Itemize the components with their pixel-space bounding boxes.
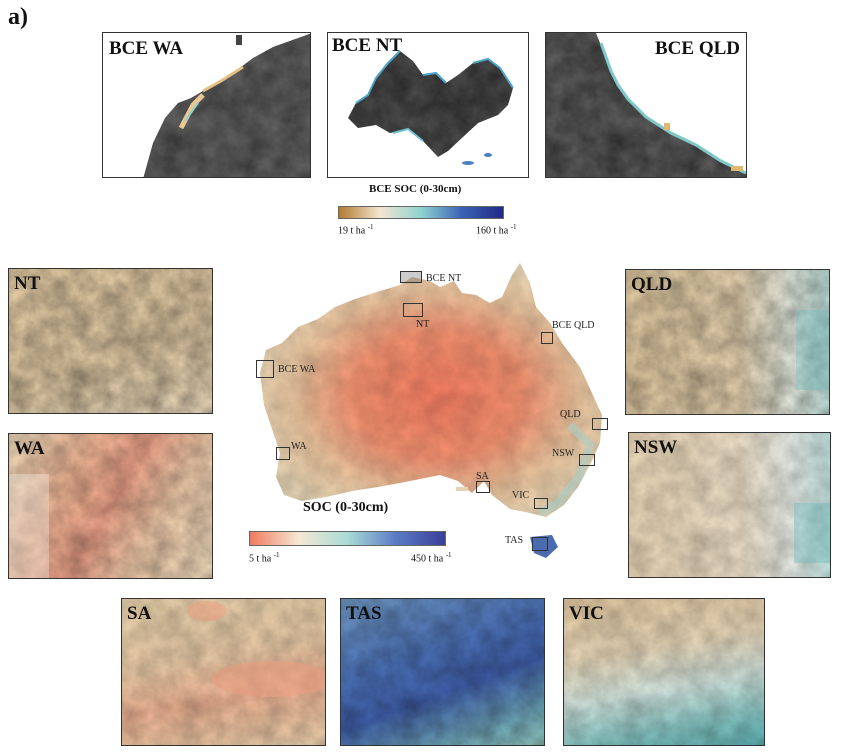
panel-label: SA bbox=[127, 603, 152, 624]
bce-wa-panel: BCE WA bbox=[102, 32, 311, 178]
box-bce-qld bbox=[541, 332, 553, 344]
tas-panel: TAS bbox=[340, 598, 545, 746]
box-vic bbox=[534, 498, 548, 509]
tas-terrain bbox=[341, 599, 544, 745]
soc-colorbar-title: SOC (0-30cm) bbox=[303, 500, 389, 515]
wa-panel: WA bbox=[8, 433, 213, 579]
tasmania-shape bbox=[530, 535, 558, 558]
nsw-panel: NSW bbox=[628, 432, 831, 578]
wa-terrain bbox=[9, 434, 212, 578]
qld-panel: QLD bbox=[625, 269, 830, 415]
bce-qld-panel: BCE QLD bbox=[545, 32, 747, 178]
bce-wa-map bbox=[143, 33, 310, 177]
panel-label: NT bbox=[14, 273, 41, 294]
bce-nt-panel: BCE NT bbox=[327, 32, 529, 178]
map-label-sa: SA bbox=[476, 471, 489, 482]
box-sa bbox=[476, 481, 490, 493]
box-qld bbox=[592, 418, 608, 430]
panel-label: BCE NT bbox=[332, 35, 403, 56]
panel-label: WA bbox=[14, 438, 45, 459]
bce-colorbar bbox=[338, 206, 504, 219]
map-label-nsw: NSW bbox=[552, 448, 575, 459]
map-label-wa: WA bbox=[291, 441, 307, 452]
panel-label: BCE WA bbox=[109, 38, 184, 59]
bce-qld-map bbox=[546, 33, 746, 177]
soc-colorbar bbox=[249, 531, 446, 546]
map-label-vic: VIC bbox=[512, 490, 530, 501]
map-label-bce-nt: BCE NT bbox=[426, 273, 462, 284]
nsw-terrain bbox=[629, 433, 830, 577]
australia-map: BCE NT NT BCE QLD BCE WA QLD WA NSW SA V… bbox=[240, 255, 620, 560]
nt-terrain bbox=[9, 269, 212, 413]
box-nsw bbox=[579, 454, 595, 466]
bce-nt-map bbox=[348, 50, 514, 165]
qld-terrain bbox=[626, 270, 829, 414]
bce-colorbar-min: 19 t ha -1 bbox=[338, 223, 374, 237]
bce-colorbar-max: 160 t ha -1 bbox=[476, 223, 517, 237]
map-label-bce-wa: BCE WA bbox=[278, 364, 316, 375]
panel-label: NSW bbox=[634, 437, 678, 458]
box-bce-wa bbox=[256, 360, 274, 378]
sa-terrain bbox=[122, 599, 325, 745]
bce-colorbar-title: BCE SOC (0-30cm) bbox=[369, 183, 462, 195]
box-nt bbox=[403, 303, 423, 317]
panel-label: TAS bbox=[346, 603, 382, 624]
panel-label: QLD bbox=[631, 274, 673, 295]
panel-label: BCE QLD bbox=[655, 38, 740, 59]
soc-colorbar-min: 5 t ha -1 bbox=[249, 551, 280, 565]
box-tas bbox=[532, 537, 548, 551]
map-label-nt: NT bbox=[416, 319, 430, 330]
australia-soc-map bbox=[260, 263, 602, 558]
vic-panel: VIC bbox=[563, 598, 765, 746]
vic-terrain bbox=[564, 599, 764, 745]
soc-colorbar-max: 450 t ha -1 bbox=[411, 551, 452, 565]
map-label-tas: TAS bbox=[505, 535, 524, 546]
figure-label: a) bbox=[8, 4, 28, 30]
nt-panel: NT bbox=[8, 268, 213, 414]
box-bce-nt bbox=[400, 271, 422, 283]
sa-panel: SA bbox=[121, 598, 326, 746]
map-label-bce-qld: BCE QLD bbox=[552, 320, 595, 331]
panel-label: VIC bbox=[569, 603, 604, 624]
box-wa bbox=[276, 447, 290, 460]
map-label-qld: QLD bbox=[560, 409, 581, 420]
